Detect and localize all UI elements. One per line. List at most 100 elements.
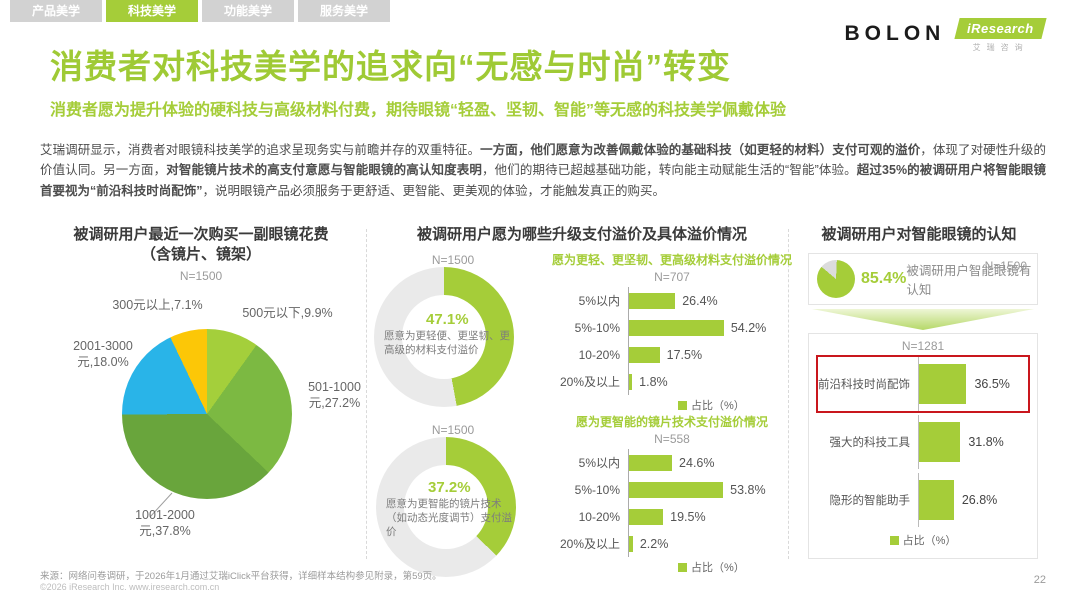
donut-lens-description: 愿意为更智能的镜片技术（如动态光度调节）支付溢价 (386, 498, 512, 538)
bar-track (628, 530, 633, 557)
legend-swatch (678, 562, 687, 572)
bar-category-label: 前沿科技时尚配饰 (818, 379, 910, 391)
paragraph-segment: 一方面，他们愿意为改善佩戴体验的基础科技（如更轻的材料）支付可观的溢价 (480, 143, 921, 157)
awareness-box: N=1500 85.4% 被调研用户智能眼镜有认知 (808, 253, 1038, 305)
tab-function-aesthetics[interactable]: 功能美学 (202, 0, 294, 22)
bar-fill (629, 454, 673, 471)
iresearch-chinese-name: 艾瑞咨询 (972, 43, 1029, 52)
bar-row: 强大的科技工具 31.8% (816, 413, 1030, 471)
page-number: 22 (1033, 574, 1046, 586)
paragraph-segment: ，他们的期待已超越基础功能，转向能主动赋能生活的“智能”体验。 (481, 163, 857, 178)
bar-fill (629, 319, 724, 336)
paragraph-segment: ，体现了对硬性升级的价值认同。另一方面， (40, 143, 1046, 178)
bar-track (918, 357, 967, 411)
lens-premium-bar-chart: 愿为更智能的镜片技术支付溢价情况 N=558 5%以内 24.6% 5%-10% 53… (550, 413, 794, 575)
perception-sample-size: N=1281 (901, 339, 945, 353)
donut-lens-graphic (376, 437, 516, 577)
bar-value: 36.5% (974, 377, 1010, 391)
legend-label: 占比（%） (691, 400, 745, 412)
material-bar-rows: 5%以内 26.4% 5%-10% 54.2% 10-20% 17.5% 20%及以上 1.8… (550, 287, 794, 395)
legend-swatch (889, 535, 899, 545)
material-bar-chart-sample-size: N=707 (654, 270, 690, 284)
bar-value: 17.5% (666, 347, 703, 362)
left-chart-title: 被调研用户最近一次购买一副眼镜花费 （含镜片、镜架） (40, 225, 362, 266)
spend-pie-chart: 500元以下,9.9% 501-1000 元,27.2% 1001-2000 元,3… (40, 291, 370, 563)
bar-row: 5%以内 24.6% (550, 449, 794, 476)
bar-fill (629, 292, 676, 309)
right-section-title: 被调研用户对智能眼镜的认知 (821, 226, 1017, 243)
bar-fill (629, 346, 660, 363)
bar-category-label: 20%及以上 (559, 375, 620, 389)
left-chart-sample-size: N=1500 (179, 269, 223, 283)
bar-fill (629, 481, 724, 498)
bar-track (628, 368, 633, 395)
tab-tech-aesthetics[interactable]: 科技美学 (106, 0, 198, 22)
donut-material-graphic (374, 267, 514, 407)
bar-value: 19.5% (670, 509, 706, 524)
bar-track (628, 503, 664, 530)
body-paragraph: 艾瑞调研显示，消费者对眼镜科技美学的追求呈现务实与前瞻并存的双重特征。一方面，他… (40, 140, 1046, 201)
pie-slice-label: 300元以上,7.1% (112, 298, 203, 312)
bar-row: 5%-10% 54.2% (550, 314, 794, 341)
iresearch-logo: iResearch 艾瑞咨询 (954, 18, 1047, 53)
bar-row: 20%及以上 1.8% (550, 368, 794, 395)
donut-lens-sample-size: N=1500 (431, 423, 475, 437)
bar-value: 1.8% (639, 374, 668, 389)
pie-slice-label: 501-1000 元,27.2% (308, 380, 361, 411)
bar-value: 2.2% (639, 536, 669, 551)
perception-box: N=1281 前沿科技时尚配饰 36.5% 强大的科技工具 31.8% 隐形的智能助手 2… (808, 333, 1038, 559)
bar-category-label: 强大的科技工具 (829, 437, 911, 449)
bar-value: 24.6% (679, 455, 715, 470)
bar-category-label: 5%-10% (574, 320, 620, 335)
source-note: 来源：网络问卷调研，于2026年1月通过艾瑞iClick平台获得，详细样本结构参… (40, 571, 442, 582)
legend-swatch (678, 400, 687, 410)
bar-row: 10-20% 17.5% (550, 341, 794, 368)
perception-bar-legend: 占比（%） (809, 532, 1037, 548)
left-chart-title-line2: （含镜片、镜架） (140, 246, 261, 264)
paragraph-segment: ，说明眼镜产品必须服务于更舒适、更智能、更美观的体验，才能触发真正的购买。 (202, 183, 666, 198)
awareness-pie-icon (817, 260, 855, 298)
pie-slice-label: 2001-3000 元,18.0% (73, 339, 133, 370)
bar-fill (629, 508, 664, 525)
lens-bar-chart-title: 愿为更智能的镜片技术支付溢价情况 (575, 415, 768, 429)
awareness-sample-size: N=1500 (984, 259, 1027, 273)
pie-graphic (122, 329, 292, 499)
bar-row: 20%及以上 2.2% (550, 530, 794, 557)
bar-value: 53.8% (730, 482, 766, 497)
bar-category-label: 20%及以上 (559, 537, 620, 551)
bar-row: 10-20% 19.5% (550, 503, 794, 530)
bolon-logo: BOLON (844, 22, 946, 45)
top-tab-bar: 产品美学 科技美学 功能美学 服务美学 (10, 0, 390, 22)
material-premium-bar-chart: 愿为更轻、更坚韧、更高级材料支付溢价情况 N=707 5%以内 26.4% 5%-1… (550, 251, 794, 413)
copyright-note: ©2026 iResearch Inc. www.iresearch.com.c… (40, 582, 220, 592)
bar-fill (919, 480, 954, 520)
awareness-content: 85.4% 被调研用户智能眼镜有认知 (809, 254, 1037, 304)
charts-area: 被调研用户最近一次购买一副眼镜花费 （含镜片、镜架） N=1500 500元以下… (40, 225, 1046, 577)
lens-bar-rows: 5%以内 24.6% 5%-10% 53.8% 10-20% 19.5% 20%及以上 2.2… (550, 449, 794, 557)
logo-area: BOLON iResearch 艾瑞咨询 (844, 18, 1047, 53)
page-title: 消费者对科技美学的追求向“无感与时尚”转变 (50, 48, 731, 85)
bar-fill (919, 422, 961, 462)
bar-track (628, 314, 724, 341)
bar-category-label: 隐形的智能助手 (829, 495, 911, 507)
bar-category-label: 5%-10% (574, 482, 620, 497)
lens-bar-legend: 占比（%） (678, 559, 794, 575)
pie-slice-label: 500元以下,9.9% (242, 306, 333, 320)
donut-material-percent: 47.1% (426, 311, 469, 328)
material-bar-legend: 占比（%） (678, 397, 794, 413)
donut-lens-percent: 37.2% (428, 479, 471, 496)
bar-track (628, 476, 724, 503)
awareness-label: 被调研用户智能眼镜有认知 (906, 264, 1032, 297)
middle-section-title: 被调研用户愿为哪些升级支付溢价及具体溢价情况 (416, 226, 747, 243)
tab-product-aesthetics[interactable]: 产品美学 (10, 0, 102, 22)
bar-row: 5%以内 26.4% (550, 287, 794, 314)
column-separator (366, 229, 367, 559)
iresearch-badge: iResearch (954, 18, 1047, 39)
bar-value: 26.8% (961, 493, 998, 507)
bar-category-label: 5%以内 (578, 294, 620, 308)
paragraph-segment: 对智能镜片技术的高支付意愿与智能眼镜的高认知度表明 (166, 163, 482, 178)
bar-fill (629, 535, 633, 552)
tab-service-aesthetics[interactable]: 服务美学 (298, 0, 390, 22)
lens-bar-chart-sample-size: N=558 (654, 432, 690, 446)
